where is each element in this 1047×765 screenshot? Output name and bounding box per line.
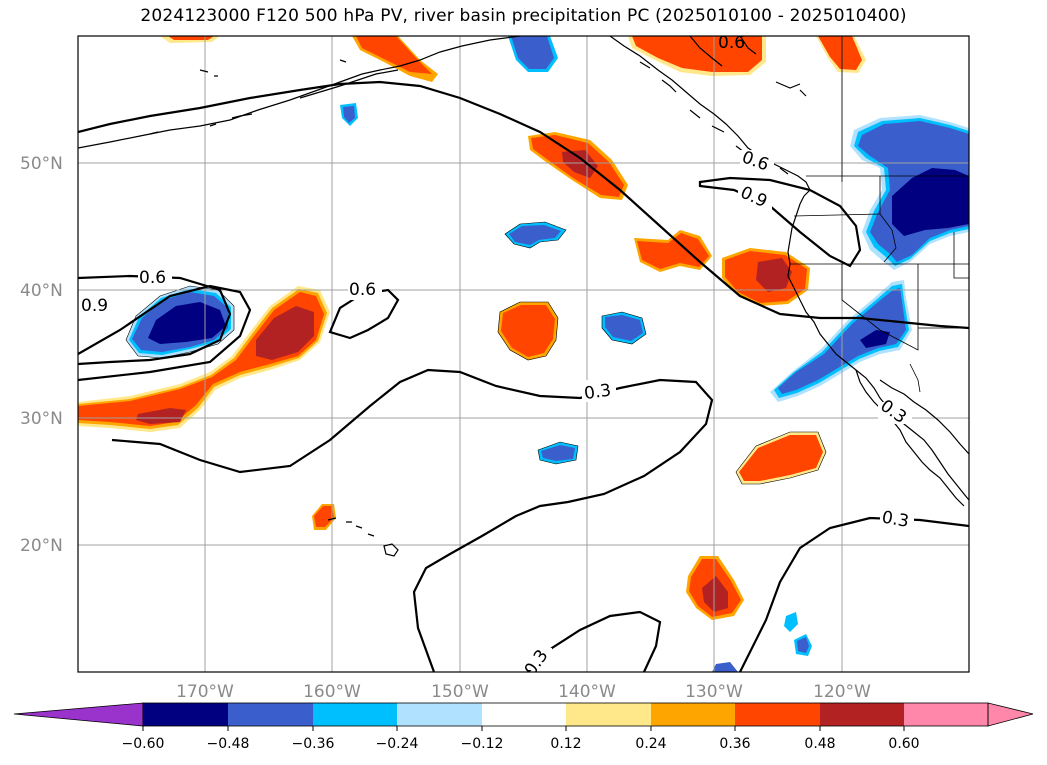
anomaly-positive-region [756, 258, 792, 292]
anomaly-positive-region [256, 306, 314, 360]
contour-label: 0.6 [349, 280, 376, 300]
colorbar-tick-label: −0.48 [207, 736, 250, 752]
anomaly-negative-region [511, 36, 554, 69]
lat-label: 50°N [20, 154, 63, 174]
colorbar: −0.60 −0.48 −0.36 −0.24 −0.12 0.12 0.24 … [13, 702, 1034, 752]
anomaly-negative-region [541, 445, 575, 461]
colorbar-swatch [820, 703, 904, 726]
lon-label: 170°W [176, 682, 234, 702]
lon-label: 160°W [303, 682, 361, 702]
anomaly-negative-region [712, 662, 738, 672]
colorbar-extend-high [987, 702, 1034, 727]
contour-label: 0.6 [718, 33, 745, 53]
colorbar-swatch [143, 703, 228, 726]
colorbar-tick-label: −0.36 [292, 736, 335, 752]
colorbar-tick-label: 0.12 [550, 736, 581, 752]
anomaly-negative-region [605, 315, 643, 341]
colorbar-swatch [228, 703, 313, 726]
contour-label: 0.3 [880, 508, 910, 532]
anomaly-negative-region [860, 330, 890, 348]
lat-label: 30°N [20, 409, 63, 429]
colorbar-swatch [482, 703, 566, 726]
anomaly-positive-region [702, 576, 728, 612]
anomaly-positive-region [501, 305, 555, 357]
colorbar-tick-label: −0.60 [122, 736, 165, 752]
anomaly-positive-region [356, 36, 432, 74]
contour-label: 0.3 [583, 381, 613, 405]
anomaly-negative-region [892, 168, 969, 236]
anomaly-positive-region [168, 36, 214, 40]
anomaly-negative-region [509, 225, 561, 245]
lon-label: 140°W [558, 682, 616, 702]
plot-frame [77, 35, 970, 673]
plot-area: 0.6 0.9 0.6 0.9 0.6 0.6 0.3 0.3 0.3 0.3 [78, 33, 969, 672]
colorbar-swatch [566, 703, 651, 726]
colorbar-swatch [651, 703, 735, 726]
lon-label: 120°W [813, 682, 871, 702]
colorbar-extend-low [13, 702, 144, 727]
lat-label: 40°N [20, 281, 63, 301]
lon-label: 130°W [685, 682, 743, 702]
anomaly-negative-region [797, 637, 809, 653]
contour-label: 0.6 [139, 268, 166, 288]
colorbar-swatch [313, 703, 397, 726]
latitude-labels: 50°N 40°N 30°N 20°N [20, 154, 63, 556]
map-title: 2024123000 F120 500 hPa PV, river basin … [140, 6, 907, 26]
anomaly-positive-region [562, 150, 598, 178]
anomaly-negative-region [148, 302, 226, 344]
colorbar-tick-label: 0.36 [719, 736, 750, 752]
longitude-labels: 170°W 160°W 150°W 140°W 130°W 120°W [176, 682, 871, 702]
colorbar-tick-label: −0.12 [461, 736, 504, 752]
anomaly-positive-region [314, 506, 334, 527]
anomaly-negative-region [343, 106, 355, 123]
anomaly-positive-region [637, 233, 709, 269]
anomaly-positive-region [136, 408, 186, 424]
colorbar-swatch [735, 703, 820, 726]
contour-labels: 0.6 0.9 0.6 0.9 0.6 0.6 0.3 0.3 0.3 0.3 [80, 33, 914, 672]
colorbar-tick-label: 0.24 [635, 736, 666, 752]
anomaly-positive-region [78, 292, 324, 426]
colorbar-tick-label: −0.24 [376, 736, 419, 752]
lat-label: 20°N [20, 536, 63, 556]
anomaly-positive-region [739, 435, 823, 481]
colorbar-tick-label: 0.48 [804, 736, 835, 752]
colorbar-swatch [904, 703, 988, 726]
lon-label: 150°W [431, 682, 489, 702]
colorbar-tick-label: 0.60 [888, 736, 919, 752]
contour-label: 0.9 [81, 296, 108, 316]
anomaly-negative-region [784, 612, 798, 632]
colorbar-swatch [397, 703, 482, 726]
anomaly-positive-region [632, 36, 762, 72]
anomaly-positive-region [818, 36, 862, 70]
political-borders [790, 36, 969, 393]
